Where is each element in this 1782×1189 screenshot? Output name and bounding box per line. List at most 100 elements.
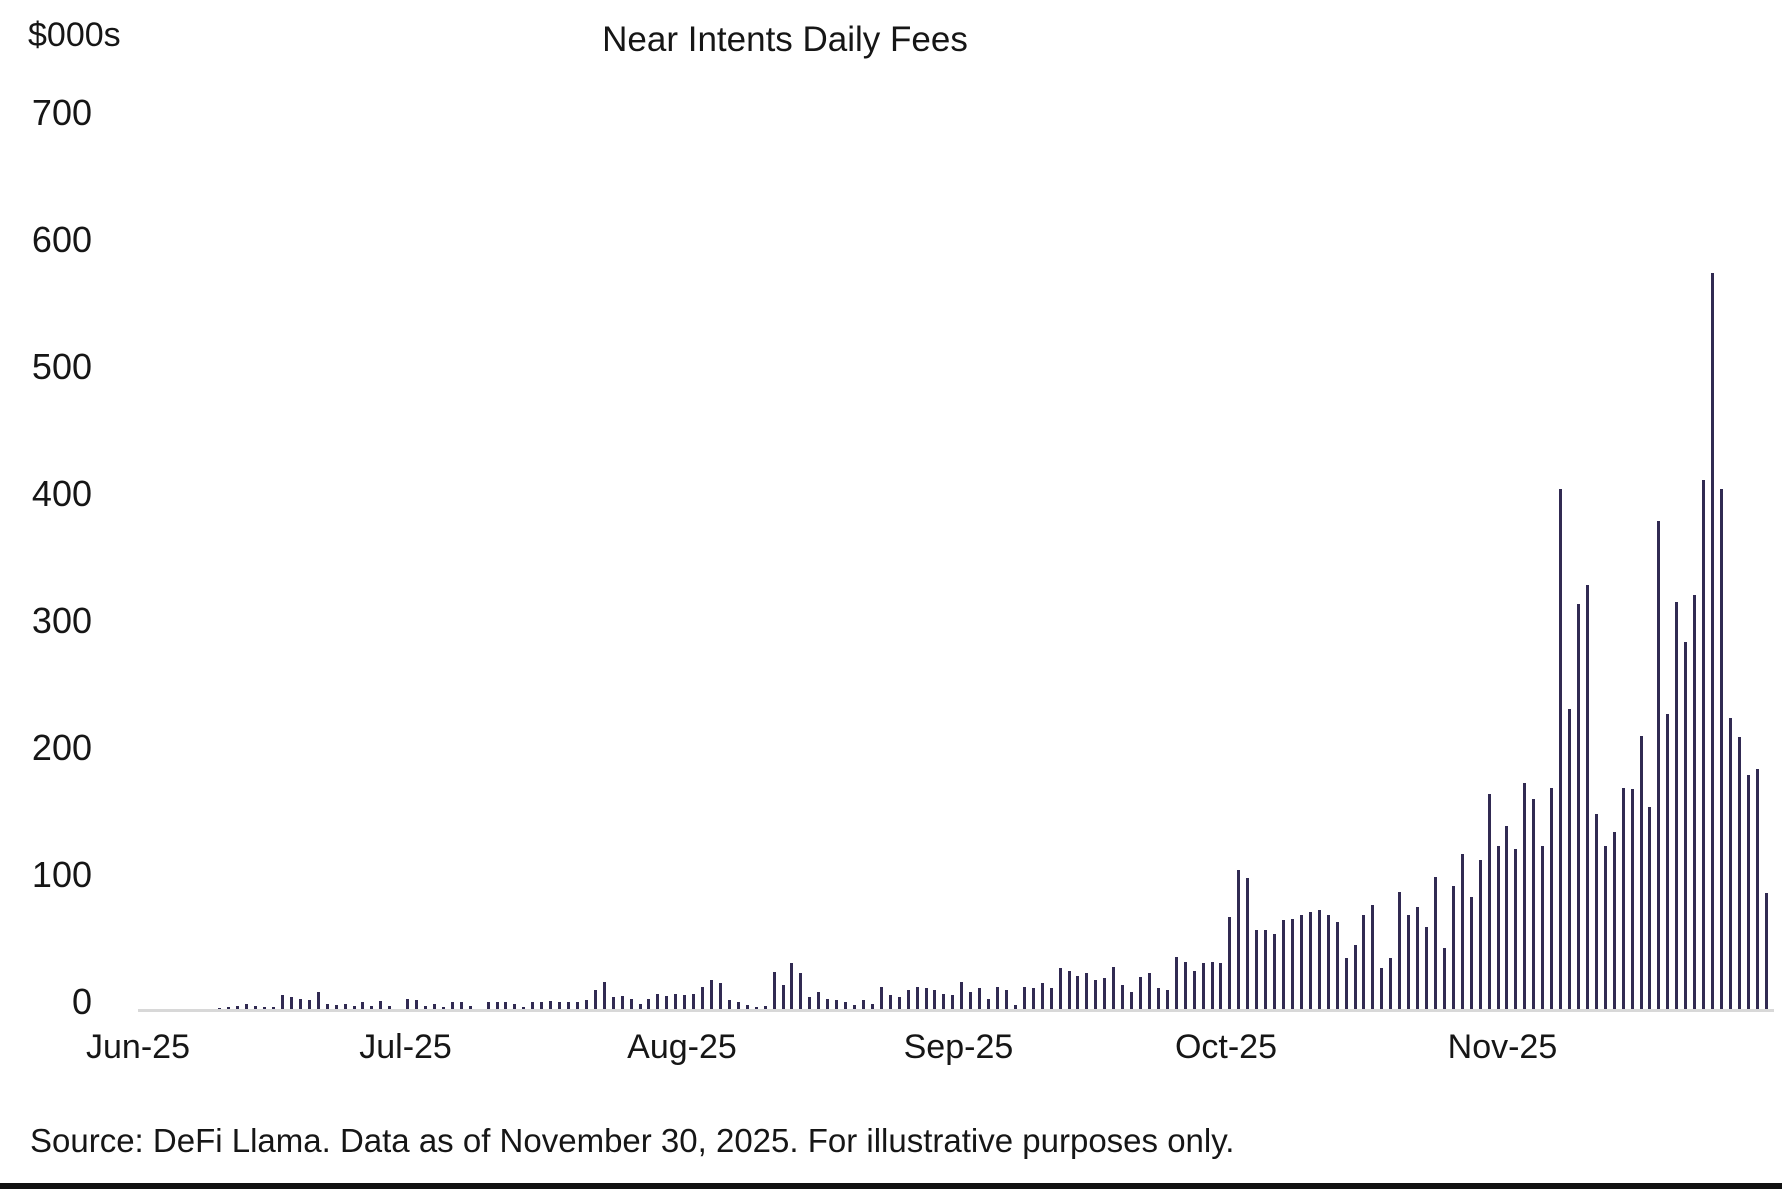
x-tick-label: Jul-25 [359,1028,452,1066]
bar [781,984,785,1010]
bar [513,1003,517,1010]
bar [1317,909,1321,1010]
bar [1594,814,1598,1010]
bar [915,987,919,1010]
x-axis-line [138,1009,1774,1012]
bar [736,1001,740,1010]
bar [817,992,821,1010]
bar [1192,970,1196,1010]
bar [298,998,302,1010]
bar [1308,912,1312,1010]
bar [486,1001,490,1010]
bar [611,996,615,1010]
bar [745,1004,749,1010]
bar [1362,914,1366,1010]
bar [1612,832,1616,1010]
bar [799,973,803,1010]
bar [1568,709,1571,1010]
plot-area [138,121,1770,1010]
bar [1478,860,1482,1010]
bar [1013,1004,1017,1010]
chart-title: Near Intents Daily Fees [602,20,968,59]
bar [289,997,293,1010]
bar [307,999,311,1010]
bar [1004,989,1008,1010]
bar [1076,975,1080,1010]
bar [754,1007,758,1010]
bar [1353,945,1357,1010]
bar [1755,768,1759,1010]
bar [647,998,651,1010]
bar [1487,794,1491,1010]
bar [468,1006,472,1010]
bar [665,996,669,1010]
bar [1666,714,1670,1010]
x-tick-label: Aug-25 [627,1028,737,1066]
bar [1121,984,1125,1010]
bar [1067,970,1071,1010]
bar [924,988,928,1010]
bar [1451,885,1455,1010]
bar [1389,957,1393,1010]
bar [844,1002,848,1010]
y-tick-label: 200 [31,727,92,768]
bar [227,1006,231,1010]
bar [1702,480,1706,1010]
bar [1746,775,1750,1010]
x-tick-label: Oct-25 [1174,1028,1278,1066]
bar [379,1001,383,1010]
bar [1040,983,1044,1010]
y-axis: 700 600 500 400 300 200 100 0 [0,0,96,1022]
bar [951,994,955,1010]
bar [450,1001,454,1010]
y-tick-label: 400 [31,473,92,514]
bar [1711,273,1714,1010]
bar [1165,989,1169,1010]
bar [1532,799,1536,1010]
bar [558,1001,562,1010]
bar [1094,979,1098,1010]
bar [1550,787,1554,1010]
bar [281,994,284,1010]
bar [1299,914,1303,1010]
bar [888,994,892,1010]
bar [495,1001,499,1010]
bars-container [138,121,1770,1010]
y-tick-label: 600 [31,219,92,260]
bar [1139,976,1142,1010]
bar [1621,787,1625,1010]
bar [522,1006,526,1010]
bar [1183,961,1187,1010]
bar [549,1001,553,1010]
bar [835,999,839,1010]
bar [316,992,320,1010]
bar [406,998,410,1010]
bar [272,1006,276,1010]
bar [853,1004,856,1010]
bar [1103,978,1107,1010]
bar [1290,918,1294,1010]
bar [701,987,705,1010]
bar [718,983,722,1010]
bar [683,994,687,1010]
bar [727,999,731,1010]
bar [531,1001,535,1010]
bar [575,1001,579,1010]
bar [692,993,696,1010]
bar [1219,963,1223,1010]
bar [1335,922,1339,1010]
bar [1585,584,1589,1010]
bar [1433,876,1437,1010]
bar [567,1002,570,1010]
bar [1675,602,1679,1010]
bar [602,982,606,1010]
bar [1112,966,1116,1010]
y-tick-label: 500 [31,346,92,387]
y-tick-label: 100 [31,854,92,895]
x-tick-label: Sep-25 [903,1028,1014,1066]
x-axis: Jun-25 Jul-25 Aug-25 Sep-25 Oct-25 Nov-25 [86,1028,1770,1078]
bar [343,1003,347,1010]
bar [1523,782,1527,1010]
bar [1210,961,1214,1010]
bar [1201,963,1205,1010]
